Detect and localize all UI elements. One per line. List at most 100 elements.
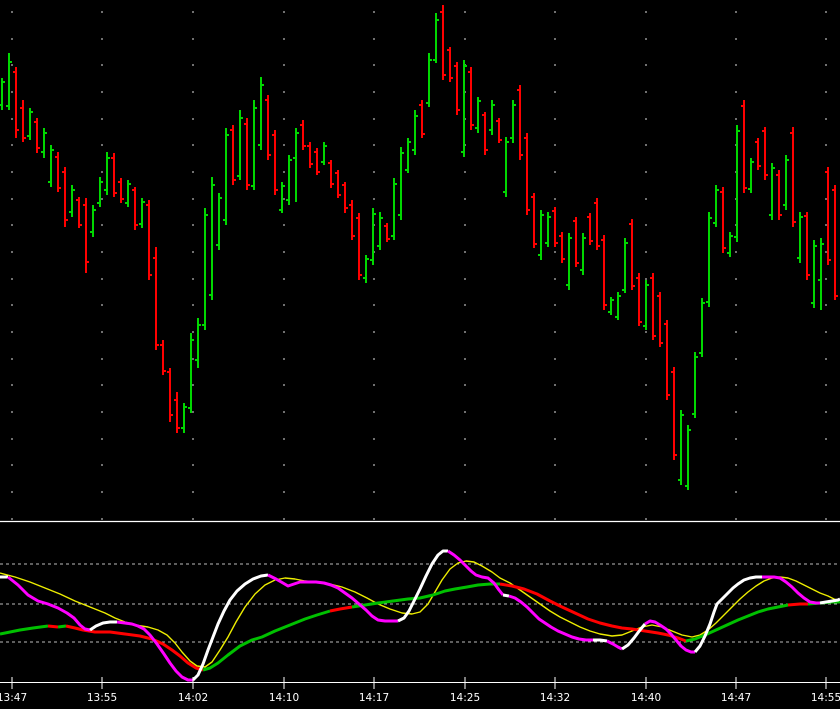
down-bar <box>419 100 425 138</box>
down-bar <box>132 187 138 230</box>
down-bar <box>328 160 334 188</box>
time-label: 14:10 <box>269 692 299 704</box>
up-bar <box>685 425 691 490</box>
down-bar <box>230 125 236 185</box>
up-bar <box>615 292 621 320</box>
down-bar <box>482 112 488 155</box>
up-bar <box>713 185 719 227</box>
up-bar <box>678 410 684 485</box>
down-bar <box>587 213 593 245</box>
down-bar <box>265 95 271 160</box>
up-bar <box>188 333 194 413</box>
down-bar <box>244 118 250 190</box>
down-bar <box>517 85 523 160</box>
up-bar <box>748 158 754 193</box>
up-bar <box>0 78 5 110</box>
down-bar <box>62 167 68 227</box>
down-bar <box>664 320 670 400</box>
up-bar <box>48 145 54 187</box>
up-bar <box>279 182 285 213</box>
up-bar <box>405 138 411 173</box>
up-bar <box>125 180 131 207</box>
down-bar <box>720 187 726 253</box>
time-label: 14:17 <box>359 692 389 704</box>
up-bar <box>195 318 201 368</box>
time-label: 14:25 <box>450 692 480 704</box>
down-bar <box>349 200 355 240</box>
up-bar <box>27 108 33 140</box>
up-bar <box>391 178 397 240</box>
time-label: 13:55 <box>87 692 117 704</box>
up-bar <box>97 177 103 207</box>
up-bar <box>538 210 544 260</box>
down-bar <box>650 273 656 340</box>
down-bar <box>594 198 600 250</box>
up-bar <box>643 280 649 330</box>
mid-yellow-line <box>0 560 840 668</box>
up-bar <box>258 77 264 150</box>
down-bar <box>531 193 537 248</box>
up-bar <box>237 110 243 180</box>
down-bar <box>776 170 782 220</box>
up-bar <box>181 403 187 433</box>
down-bar <box>307 142 313 168</box>
up-bar <box>412 110 418 155</box>
down-bar <box>146 200 152 280</box>
down-bar <box>762 127 768 180</box>
down-bar <box>671 367 677 460</box>
up-bar <box>566 233 572 290</box>
time-label: 14:40 <box>631 692 661 704</box>
up-bar <box>370 208 376 265</box>
up-bar <box>622 238 628 293</box>
down-bar <box>83 198 89 273</box>
up-bar <box>293 128 299 202</box>
down-bar <box>804 212 810 280</box>
down-bar <box>496 118 502 143</box>
up-bar <box>580 233 586 275</box>
down-bar <box>55 152 61 192</box>
down-bar <box>118 178 124 203</box>
up-bar <box>608 297 614 315</box>
up-bar <box>503 137 509 197</box>
up-bar <box>433 13 439 63</box>
time-label: 14:02 <box>178 692 208 704</box>
down-bar <box>76 197 82 228</box>
down-bar <box>790 127 796 227</box>
price-grid-dots <box>11 11 827 520</box>
down-bar <box>111 153 117 197</box>
up-bar <box>251 100 257 190</box>
down-bar <box>454 62 460 115</box>
up-bar <box>727 232 733 257</box>
up-bar <box>286 155 292 205</box>
down-bar <box>167 368 173 422</box>
down-bar <box>440 5 446 80</box>
up-bar <box>202 208 208 330</box>
down-bar <box>524 133 530 215</box>
down-bar <box>300 120 306 150</box>
up-bar <box>510 100 516 143</box>
time-label: 14:32 <box>540 692 570 704</box>
time-axis[interactable]: 13:47 13:55 14:02 14:10 14:17 14:25 14:32 14:40… <box>0 677 840 704</box>
up-bar <box>90 205 96 237</box>
up-bar <box>818 238 824 310</box>
down-bar <box>356 213 362 280</box>
down-bar <box>160 340 166 375</box>
ohlc-bars <box>0 5 838 490</box>
down-bar <box>755 138 761 170</box>
down-bar <box>335 170 341 198</box>
down-bar <box>629 219 635 290</box>
slow-line <box>0 582 840 672</box>
down-bar <box>447 47 453 82</box>
down-bar <box>20 100 26 142</box>
up-bar <box>769 163 775 220</box>
up-bar <box>783 155 789 210</box>
down-bar <box>174 392 180 433</box>
up-bar <box>398 147 404 220</box>
up-bar <box>426 53 432 107</box>
fast-line <box>0 549 840 682</box>
down-bar <box>832 185 838 300</box>
up-bar <box>734 125 740 242</box>
